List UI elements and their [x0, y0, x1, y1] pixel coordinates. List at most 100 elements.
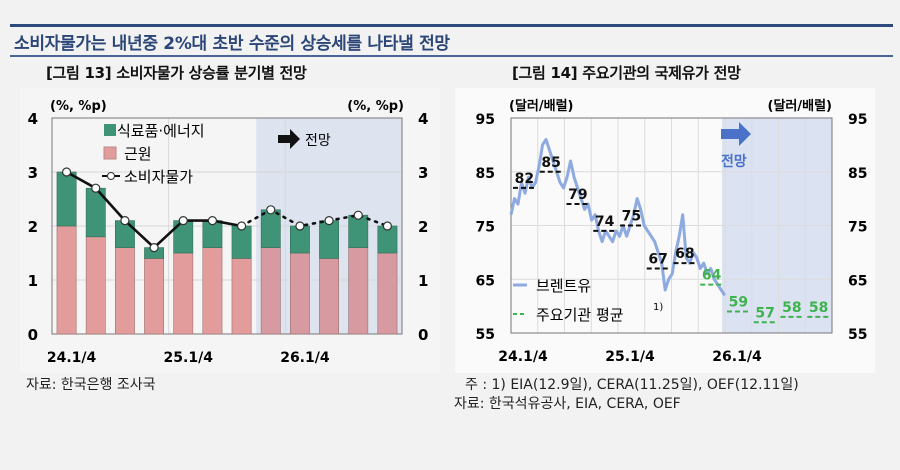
y-tick-right: 3	[418, 164, 428, 182]
cpi-marker	[236, 221, 247, 231]
cpi-marker	[61, 167, 72, 177]
cpi-marker	[91, 183, 101, 193]
legend-food-energy: 식료품·에너지	[117, 122, 205, 140]
y-tick-right: 95	[848, 112, 867, 128]
quarter-avg-label: 75	[622, 209, 641, 225]
bar-core	[173, 252, 194, 335]
y-tick-left: 95	[476, 112, 495, 128]
bar-core	[144, 258, 165, 335]
bar-core	[319, 258, 340, 335]
y-tick-left: 1	[28, 272, 38, 290]
legend-swatch-core	[103, 146, 117, 160]
cpi-marker	[266, 205, 276, 215]
y-tick-left: 55	[476, 327, 495, 343]
bar-food-energy	[231, 225, 252, 259]
forecast-avg-label: 58	[809, 300, 828, 316]
fig14-note: 주 : 1) EIA(12.9일), CERA(11.25일), OEF(12.…	[465, 377, 799, 393]
plot-frame	[51, 117, 403, 335]
bar-food-energy	[319, 220, 340, 259]
bar-core	[289, 252, 310, 335]
x-label: 24.1/4	[47, 350, 97, 366]
cpi-marker	[324, 216, 334, 226]
bar-core	[231, 258, 252, 335]
forecast-label: 전망	[721, 153, 747, 170]
y-tick-right: 65	[848, 273, 867, 289]
legend-agency: 주요기관 평균	[536, 306, 624, 324]
bar-core	[85, 236, 106, 335]
plot-frame	[510, 117, 833, 334]
forecast-arrow-icon	[278, 129, 300, 149]
quarter-avg-label: 74	[595, 214, 615, 230]
legend-cpi: 소비자물가	[124, 168, 193, 186]
forecast-avg-label: 59	[729, 295, 748, 311]
x-label: 25.1/4	[164, 350, 214, 366]
bar-core	[202, 247, 223, 335]
brent-line	[509, 138, 727, 297]
legend-brent: 브렌트유	[536, 277, 591, 295]
bar-core	[114, 247, 135, 335]
cpi-marker	[353, 210, 363, 220]
bar-core	[56, 225, 77, 335]
y-tick-right: 4	[418, 110, 428, 128]
cpi-marker	[207, 216, 218, 226]
fig13-source: 자료: 한국은행 조사국	[26, 377, 156, 393]
legend-core: 근원	[124, 145, 152, 163]
quarter-avg-label: 82	[515, 171, 534, 187]
oil-chart-panel: 55 55 65 65 75 75 85 85 95 95 (달러/배럴) (달러/배럴) 82 85 79…	[455, 88, 875, 373]
forecast-avg-label: 58	[782, 300, 801, 316]
fig14-title: [그림 14] 주요기관의 국제유가 전망	[512, 64, 741, 82]
top-rule	[10, 24, 893, 27]
y-tick-left: 3	[28, 164, 38, 182]
fig13-title: [그림 13] 소비자물가 상승률 분기별 전망	[46, 64, 307, 82]
cpi-marker	[295, 221, 305, 231]
forecast-arrow-icon	[721, 122, 751, 146]
x-label: 24.1/4	[498, 349, 548, 365]
y-tick-left: 2	[28, 218, 38, 236]
bar-food-energy	[348, 214, 369, 248]
bar-core	[260, 247, 281, 335]
cpi-marker	[149, 243, 159, 253]
y-tick-left: 4	[28, 110, 38, 128]
y-tick-left: 65	[476, 273, 495, 289]
x-label: 26.1/4	[280, 350, 330, 366]
oil-chart: 55 55 65 65 75 75 85 85 95 95 (달러/배럴) (달러/배럴) 82 85 79…	[476, 98, 868, 365]
y-tick-right: 1	[418, 272, 428, 290]
unit-left: (%, %p)	[50, 99, 107, 114]
unit-right: (%, %p)	[347, 99, 404, 114]
cpi-marker	[120, 216, 130, 226]
legend-marker-cpi	[107, 172, 115, 180]
bar-food-energy	[260, 209, 281, 248]
page-headline: 소비자물가는 내년중 2%대 초반 수준의 상승세를 나타낼 전망	[14, 34, 450, 54]
unit-right: (달러/배럴)	[768, 98, 832, 114]
quarter-avg-label: 79	[568, 187, 587, 203]
x-label: 26.1/4	[712, 349, 762, 365]
fig14-source: 자료: 한국석유공사, EIA, CERA, OEF	[454, 396, 681, 412]
y-tick-right: 2	[418, 218, 428, 236]
y-tick-right: 55	[848, 327, 867, 343]
quarter-avg-label: 64	[702, 268, 722, 284]
quarter-avg-label: 67	[648, 252, 667, 268]
forecast-avg-label: 57	[755, 305, 774, 321]
cpi-line-forecast	[240, 208, 389, 228]
y-tick-left: 0	[28, 326, 38, 344]
bar-core	[348, 247, 369, 335]
unit-left: (달러/배럴)	[509, 98, 573, 114]
y-tick-right: 85	[848, 166, 867, 182]
bar-food-energy	[56, 171, 77, 227]
quarter-avg-label: 85	[541, 155, 560, 171]
quarter-avg-label: 68	[675, 246, 694, 262]
y-tick-right: 0	[418, 326, 428, 344]
y-tick-left: 85	[476, 166, 495, 182]
y-tick-left: 75	[476, 220, 495, 236]
y-tick-right: 75	[848, 220, 867, 236]
legend-footnote-mark: 1)	[653, 302, 663, 313]
cpi-marker	[382, 221, 393, 231]
x-label: 25.1/4	[605, 349, 655, 365]
forecast-label: 전망	[305, 133, 331, 149]
legend-swatch-food-energy	[104, 124, 116, 136]
headline-rule	[10, 55, 893, 57]
cpi-marker	[178, 216, 188, 226]
bar-core	[377, 252, 398, 335]
